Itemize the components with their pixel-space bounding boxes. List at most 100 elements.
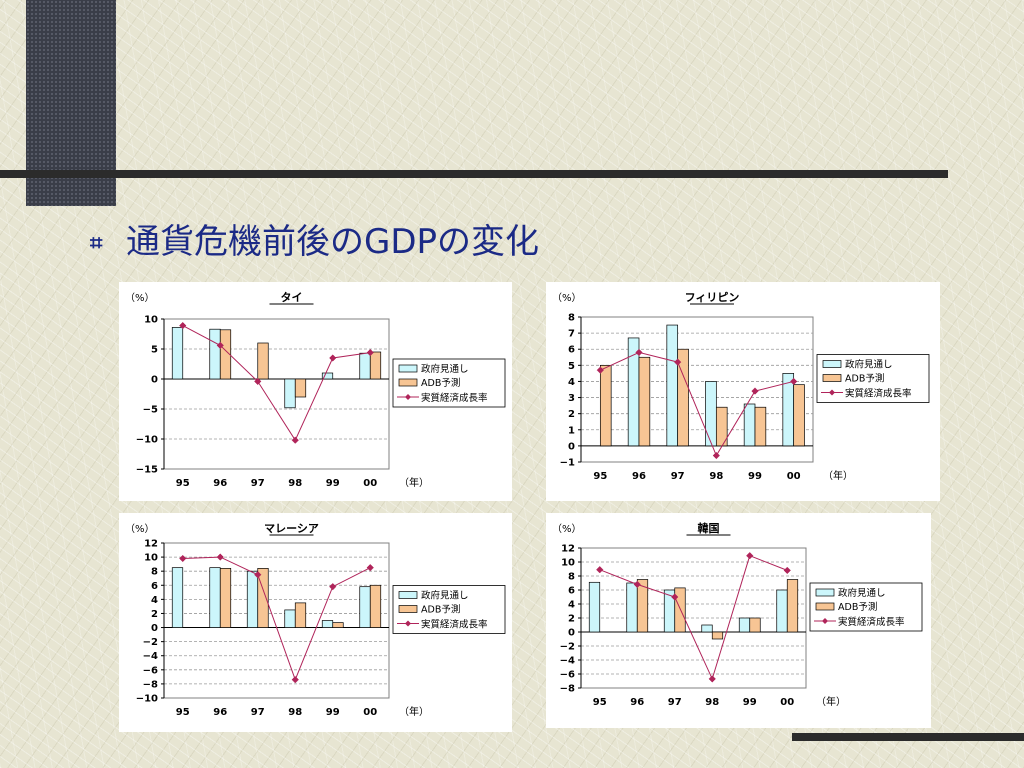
slide-title: 通貨危機前後のGDPの変化 xyxy=(126,222,540,262)
legend-label-adb: ADB予測 xyxy=(421,377,460,389)
y-tick-label: 12 xyxy=(144,539,158,550)
legend-swatch-gov xyxy=(815,588,835,597)
y-tick-label: 10 xyxy=(144,315,158,326)
bar-adb xyxy=(638,356,651,447)
year-label: （年） xyxy=(823,469,853,482)
bar-adb xyxy=(786,579,799,633)
y-tick-label: 2 xyxy=(568,409,575,420)
y-tick-label: −6 xyxy=(560,670,575,681)
bar-gov xyxy=(209,567,221,628)
growth-point xyxy=(329,354,337,362)
y-tick-label: −4 xyxy=(560,656,575,667)
bar-adb xyxy=(599,364,612,447)
x-tick-label: 95 xyxy=(593,471,607,482)
x-tick-label: 99 xyxy=(748,471,762,482)
growth-point xyxy=(746,552,754,560)
y-tick-label: 8 xyxy=(568,313,575,324)
legend-swatch-gov xyxy=(398,364,418,373)
y-tick-label: 4 xyxy=(568,600,575,611)
bar-gov xyxy=(743,403,756,447)
plot-area xyxy=(580,316,814,463)
x-tick-label: 00 xyxy=(363,478,377,489)
y-tick-label: 3 xyxy=(568,393,575,404)
legend-label-growth: 実質経済成長率 xyxy=(845,388,912,400)
chart-svg: 10 5 0 −5 −10 −15 95 96 97 98 99 00 タイ （%） （年） 政府見通し ADB… xyxy=(125,291,506,489)
legend-label-adb: ADB予測 xyxy=(838,601,877,613)
y-tick-label: 6 xyxy=(151,581,158,592)
bar-gov xyxy=(284,609,296,628)
x-tick-label: 98 xyxy=(288,478,302,489)
bottom-divider-bar xyxy=(792,733,1024,741)
legend-label-growth: 実質経済成長率 xyxy=(421,619,488,631)
y-tick-label: −6 xyxy=(143,665,158,676)
y-tick-label: 4 xyxy=(568,377,575,388)
unit-label: （%） xyxy=(125,292,155,304)
chart-panel-korea: 12 10 8 6 4 2 0 −2 −4 −6 −8 95 96 97 98 99 00 韓国 （%） （年） 政府見… xyxy=(546,513,931,728)
y-tick-label: 5 xyxy=(568,361,575,372)
bar-gov xyxy=(701,624,713,633)
growth-point xyxy=(635,348,643,357)
y-tick-label: 7 xyxy=(568,329,575,340)
x-tick-label: 95 xyxy=(176,707,190,718)
x-tick-label: 97 xyxy=(671,471,685,482)
growth-point xyxy=(291,676,299,684)
bar-gov xyxy=(738,617,751,633)
bar-gov xyxy=(171,327,184,380)
y-tick-label: 0 xyxy=(568,628,575,639)
y-tick-label: −4 xyxy=(143,651,158,662)
legend-label-adb: ADB予測 xyxy=(421,604,460,616)
growth-point xyxy=(329,583,337,591)
y-tick-label: −2 xyxy=(143,637,158,648)
x-tick-label: 95 xyxy=(593,697,607,708)
x-tick-label: 98 xyxy=(709,471,723,482)
bar-adb xyxy=(754,406,767,447)
y-tick-label: 6 xyxy=(568,586,575,597)
growth-line xyxy=(182,325,371,442)
bar-adb xyxy=(257,568,269,628)
growth-point xyxy=(633,580,641,589)
y-tick-label: −1 xyxy=(560,458,575,469)
bar-adb xyxy=(677,348,689,447)
growth-point xyxy=(254,377,262,386)
bar-gov xyxy=(246,570,259,628)
legend-label-growth: 実質経済成長率 xyxy=(421,392,488,404)
bar-adb xyxy=(674,587,686,633)
x-tick-label: 96 xyxy=(630,697,644,708)
x-tick-label: 00 xyxy=(780,697,794,708)
growth-point xyxy=(674,358,682,366)
legend-swatch-adb xyxy=(815,602,835,611)
growth-point xyxy=(783,566,791,575)
chart-title: フィリピン xyxy=(685,291,740,304)
growth-point xyxy=(671,593,679,601)
y-tick-label: 12 xyxy=(561,544,575,555)
bar-gov xyxy=(321,620,334,628)
bar-adb xyxy=(294,378,307,398)
unit-label: （%） xyxy=(552,292,582,304)
legend-swatch-adb xyxy=(398,378,418,387)
chart-svg: 8 7 6 5 4 3 2 1 0 −1 95 96 97 98 99 00 フィリピン （%） （年） 政府見通し A… xyxy=(552,291,930,482)
y-tick-label: 6 xyxy=(568,345,575,356)
growth-line xyxy=(182,556,371,682)
y-tick-label: −15 xyxy=(136,465,158,476)
y-tick-label: −5 xyxy=(143,405,158,416)
growth-point xyxy=(596,566,604,574)
chart-title: マレーシア xyxy=(264,522,319,535)
y-tick-label: 0 xyxy=(568,441,575,452)
y-tick-label: −2 xyxy=(560,642,575,653)
chart-svg: 12 10 8 6 4 2 0 −2 −4 −6 −8 −10 95 96 97 98 99 00 マレーシア （%）… xyxy=(125,522,506,718)
legend-swatch-adb xyxy=(822,374,842,382)
year-label: （年） xyxy=(399,705,429,718)
growth-point xyxy=(254,571,262,579)
bar-adb xyxy=(257,342,269,380)
bar-gov xyxy=(284,378,296,409)
growth-point xyxy=(216,341,224,350)
x-tick-label: 96 xyxy=(213,707,227,718)
x-tick-label: 97 xyxy=(251,478,265,489)
bar-adb xyxy=(749,617,761,633)
legend-label-adb: ADB予測 xyxy=(845,373,884,385)
x-tick-label: 99 xyxy=(326,707,340,718)
